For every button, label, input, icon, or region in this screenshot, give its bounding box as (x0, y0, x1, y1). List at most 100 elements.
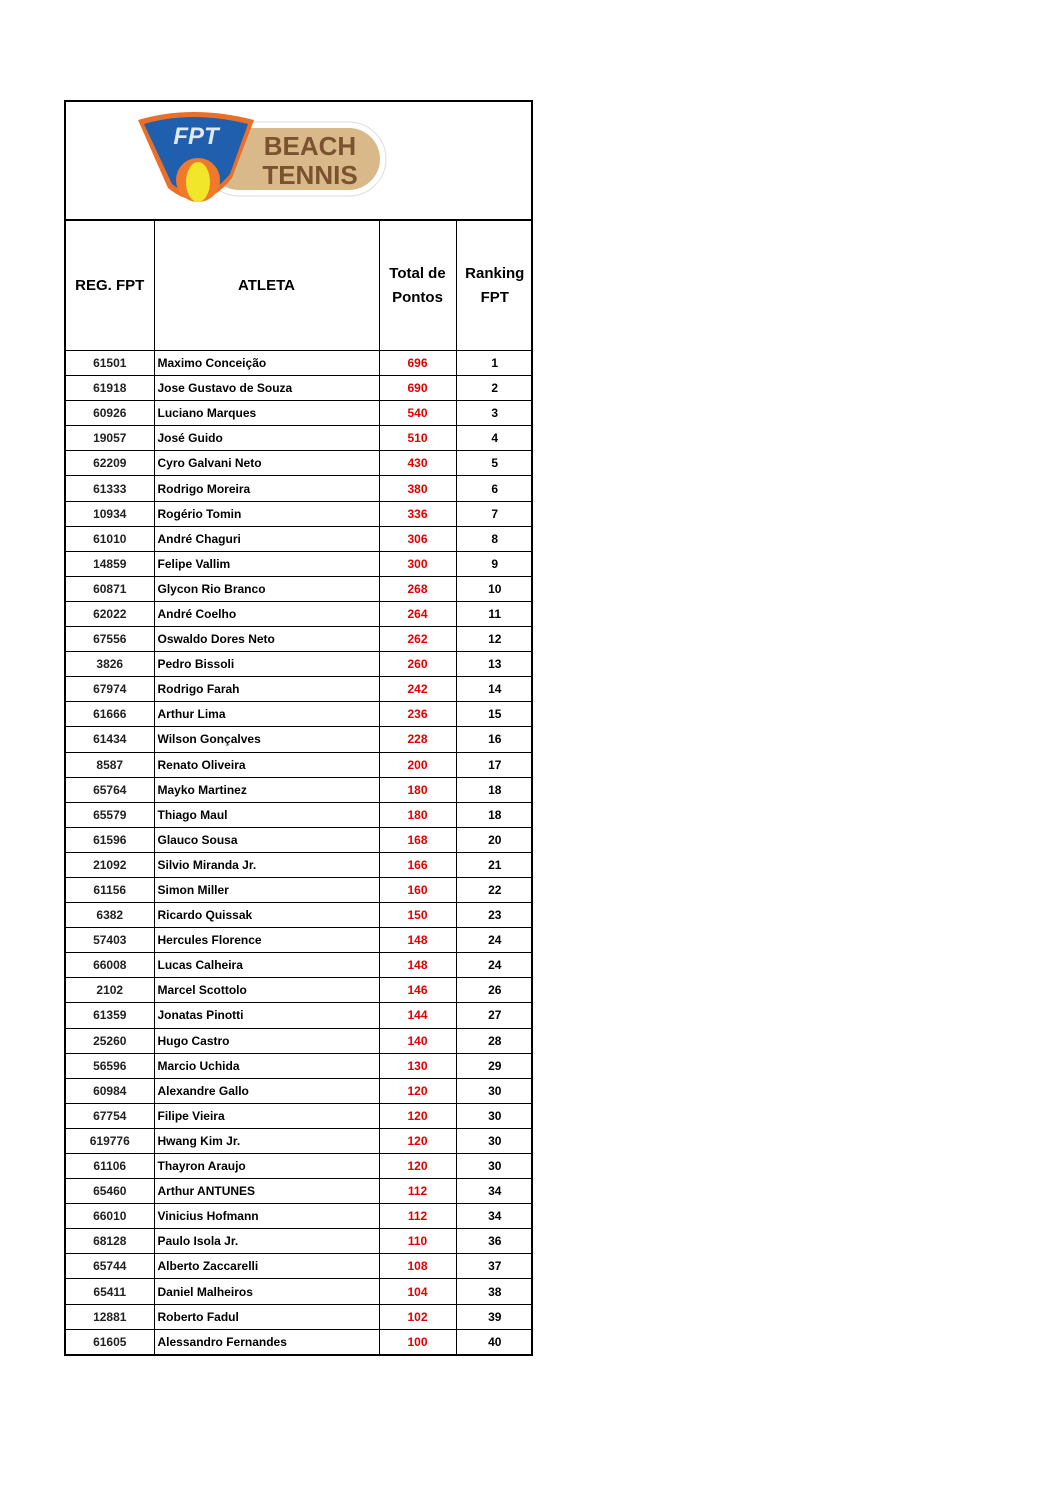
athlete-cell: Silvio Miranda Jr. (153, 851, 380, 878)
table-row: 6382 Ricardo Quissak 150 23 (66, 902, 533, 929)
athlete-cell: Ricardo Quissak (153, 902, 380, 929)
points-cell: 228 (378, 726, 457, 753)
ranking-cell: 2 (455, 375, 533, 402)
reg-cell: 60926 (66, 400, 155, 427)
reg-cell: 2102 (66, 977, 155, 1004)
ranking-cell: 14 (455, 676, 533, 703)
fpt-beach-tennis-logo: FPT BEACH TENNIS (138, 112, 387, 202)
table-row: 61596 Glauco Sousa 168 20 (66, 826, 533, 853)
points-cell: 150 (378, 902, 457, 929)
points-cell: 180 (378, 801, 457, 828)
table-row: 65460 Arthur ANTUNES 112 34 (66, 1178, 533, 1205)
points-cell: 262 (378, 626, 457, 653)
ranking-cell: 36 (455, 1228, 533, 1255)
reg-cell: 6382 (66, 902, 155, 929)
reg-cell: 61918 (66, 375, 155, 402)
reg-cell: 10934 (66, 500, 155, 527)
points-cell: 200 (378, 751, 457, 778)
ranking-cell: 18 (455, 801, 533, 828)
ranking-cell: 17 (455, 751, 533, 778)
points-cell: 120 (378, 1127, 457, 1155)
points-cell: 540 (378, 400, 457, 427)
header-athlete: ATLETA (153, 221, 380, 351)
reg-cell: 619776 (66, 1127, 155, 1155)
table-row: 10934 Rogério Tomin 336 7 (66, 500, 533, 527)
ranking-cell: 20 (455, 826, 533, 853)
table-row: 65744 Alberto Zaccarelli 108 37 (66, 1253, 533, 1280)
table-row: 65764 Mayko Martinez 180 18 (66, 776, 533, 803)
athlete-cell: Rodrigo Moreira (153, 475, 380, 502)
table-row: 65411 Daniel Malheiros 104 38 (66, 1278, 533, 1305)
points-cell: 120 (378, 1077, 457, 1104)
reg-cell: 62209 (66, 450, 155, 477)
athlete-cell: José Guido (153, 425, 380, 452)
points-cell: 112 (378, 1203, 457, 1230)
points-cell: 104 (378, 1278, 457, 1305)
reg-cell: 12881 (66, 1303, 155, 1330)
points-cell: 336 (378, 500, 457, 527)
athlete-cell: Arthur Lima (153, 701, 380, 728)
points-cell: 260 (378, 651, 457, 678)
athlete-cell: Marcio Uchida (153, 1052, 380, 1079)
ranking-cell: 10 (455, 575, 533, 602)
header-row: REG. FPT ATLETA Total de Pontos Ranking FP… (66, 221, 533, 351)
table-row: 67754 Filipe Vieira 120 30 (66, 1102, 533, 1129)
athlete-cell: Thiago Maul (153, 801, 380, 828)
ranking-cell: 34 (455, 1203, 533, 1230)
svg-text:TENNIS: TENNIS (262, 160, 357, 190)
reg-cell: 61605 (66, 1328, 155, 1354)
ranking-cell: 6 (455, 475, 533, 502)
ranking-cell: 22 (455, 876, 533, 904)
table-row: 12881 Roberto Fadul 102 39 (66, 1303, 533, 1330)
table-row: 66008 Lucas Calheira 148 24 (66, 952, 533, 979)
points-cell: 120 (378, 1152, 457, 1180)
ranking-cell: 28 (455, 1027, 533, 1054)
athlete-cell: Marcel Scottolo (153, 977, 380, 1004)
athlete-cell: Jonatas Pinotti (153, 1002, 380, 1029)
svg-text:BEACH: BEACH (264, 131, 356, 161)
table-row: 14859 Felipe Vallim 300 9 (66, 550, 533, 577)
table-row: 61156 Simon Miller 160 22 (66, 876, 533, 904)
points-cell: 166 (378, 851, 457, 878)
points-cell: 264 (378, 600, 457, 628)
ranking-cell: 30 (455, 1152, 533, 1180)
athlete-cell: Hercules Florence (153, 927, 380, 954)
reg-cell: 65411 (66, 1278, 155, 1305)
reg-cell: 60871 (66, 575, 155, 602)
table-row: 2102 Marcel Scottolo 146 26 (66, 977, 533, 1004)
ranking-cell: 5 (455, 450, 533, 477)
table-row: 56596 Marcio Uchida 130 29 (66, 1052, 533, 1079)
table-row: 62209 Cyro Galvani Neto 430 5 (66, 450, 533, 477)
reg-cell: 61156 (66, 876, 155, 904)
logo-row: FPT BEACH TENNIS (66, 102, 531, 221)
reg-cell: 61359 (66, 1002, 155, 1029)
points-cell: 148 (378, 952, 457, 979)
table-row: 67556 Oswaldo Dores Neto 262 12 (66, 626, 533, 653)
points-cell: 108 (378, 1253, 457, 1280)
points-cell: 160 (378, 876, 457, 904)
ranking-cell: 30 (455, 1077, 533, 1104)
athlete-cell: Rogério Tomin (153, 500, 380, 527)
points-cell: 140 (378, 1027, 457, 1054)
reg-cell: 67974 (66, 676, 155, 703)
athlete-cell: Felipe Vallim (153, 550, 380, 577)
ranking-cell: 7 (455, 500, 533, 527)
table-row: 21092 Silvio Miranda Jr. 166 21 (66, 851, 533, 878)
reg-cell: 61666 (66, 701, 155, 728)
athlete-cell: Pedro Bissoli (153, 651, 380, 678)
table-row: 619776 Hwang Kim Jr. 120 30 (66, 1127, 533, 1155)
athlete-cell: Vinicius Hofmann (153, 1203, 380, 1230)
points-cell: 146 (378, 977, 457, 1004)
athlete-cell: Alberto Zaccarelli (153, 1253, 380, 1280)
athlete-cell: Renato Oliveira (153, 751, 380, 778)
ranking-cell: 21 (455, 851, 533, 878)
athlete-cell: Oswaldo Dores Neto (153, 626, 380, 653)
ranking-sheet: FPT BEACH TENNIS REG. FPT ATLETA Total d… (64, 100, 533, 1356)
table-row: 61010 André Chaguri 306 8 (66, 525, 533, 552)
table-row: 61106 Thayron Araujo 120 30 (66, 1152, 533, 1180)
points-cell: 306 (378, 525, 457, 552)
table-row: 61501 Maximo Conceição 696 1 (66, 349, 533, 377)
points-cell: 300 (378, 550, 457, 577)
points-cell: 110 (378, 1228, 457, 1255)
ranking-cell: 34 (455, 1178, 533, 1205)
